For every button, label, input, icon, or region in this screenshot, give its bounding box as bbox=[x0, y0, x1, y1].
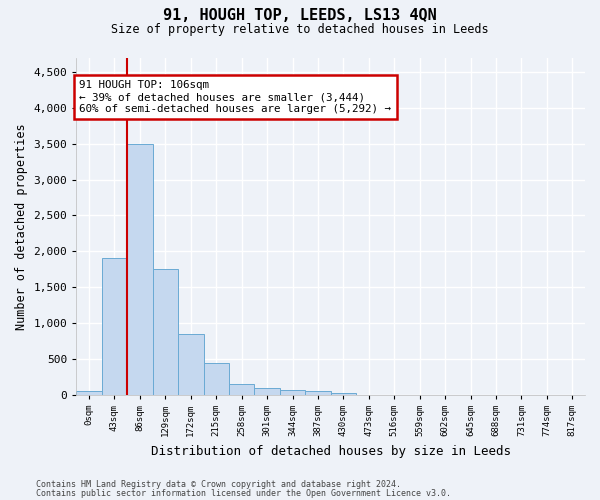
Bar bbox=[152, 270, 178, 395]
Bar bbox=[178, 334, 203, 395]
Bar bbox=[76, 392, 102, 395]
Bar bbox=[102, 258, 127, 395]
Bar bbox=[203, 362, 229, 395]
Text: 91 HOUGH TOP: 106sqm
← 39% of detached houses are smaller (3,444)
60% of semi-de: 91 HOUGH TOP: 106sqm ← 39% of detached h… bbox=[79, 80, 391, 114]
Text: 91, HOUGH TOP, LEEDS, LS13 4QN: 91, HOUGH TOP, LEEDS, LS13 4QN bbox=[163, 8, 437, 22]
Bar bbox=[331, 392, 356, 395]
Bar bbox=[229, 384, 254, 395]
Bar bbox=[280, 390, 305, 395]
Bar bbox=[127, 144, 152, 395]
Text: Size of property relative to detached houses in Leeds: Size of property relative to detached ho… bbox=[111, 22, 489, 36]
Text: Contains public sector information licensed under the Open Government Licence v3: Contains public sector information licen… bbox=[36, 489, 451, 498]
Bar bbox=[305, 392, 331, 395]
Y-axis label: Number of detached properties: Number of detached properties bbox=[15, 123, 28, 330]
X-axis label: Distribution of detached houses by size in Leeds: Distribution of detached houses by size … bbox=[151, 444, 511, 458]
Bar bbox=[254, 388, 280, 395]
Text: Contains HM Land Registry data © Crown copyright and database right 2024.: Contains HM Land Registry data © Crown c… bbox=[36, 480, 401, 489]
